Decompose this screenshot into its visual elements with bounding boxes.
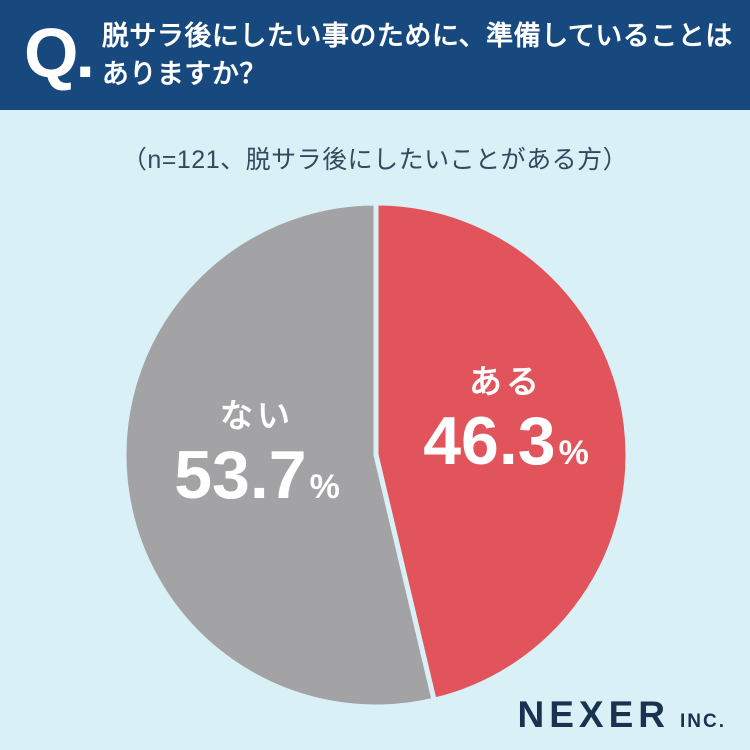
brand-suffix: INC.	[680, 711, 726, 732]
q-mark: Q.	[24, 13, 95, 92]
slice-label-aru: ある 46.3%	[423, 362, 589, 480]
slice-name-nai: ない	[220, 397, 294, 434]
question-header: Q. 脱サラ後にしたい事のために、準備していることは ありますか？	[0, 0, 750, 110]
question-title-line2: ありますか？	[101, 59, 267, 89]
question-title: 脱サラ後にしたい事のために、準備していることは ありますか？	[102, 17, 733, 93]
slice-label-nai: ない 53.7%	[174, 396, 340, 514]
percent-sign-aru: %	[558, 433, 589, 472]
slice-percent-nai: 53.7	[174, 436, 307, 513]
slice-percent-aru: 46.3	[423, 402, 556, 479]
pie-slice-nai	[121, 200, 437, 710]
sample-size-note: （n=121、脱サラ後にしたいことがある方）	[121, 146, 629, 174]
slice-value-nai: 53.7%	[174, 436, 340, 514]
pie-slice-aru	[373, 200, 631, 703]
slice-value-aru: 46.3%	[423, 402, 589, 480]
brand-logo: NEXER INC.	[518, 694, 726, 736]
slice-name-aru: ある	[469, 363, 543, 400]
percent-sign-nai: %	[309, 467, 340, 506]
brand-name: NEXER	[517, 694, 670, 735]
question-title-line1: 脱サラ後にしたい事のために、準備していることは	[101, 21, 733, 51]
